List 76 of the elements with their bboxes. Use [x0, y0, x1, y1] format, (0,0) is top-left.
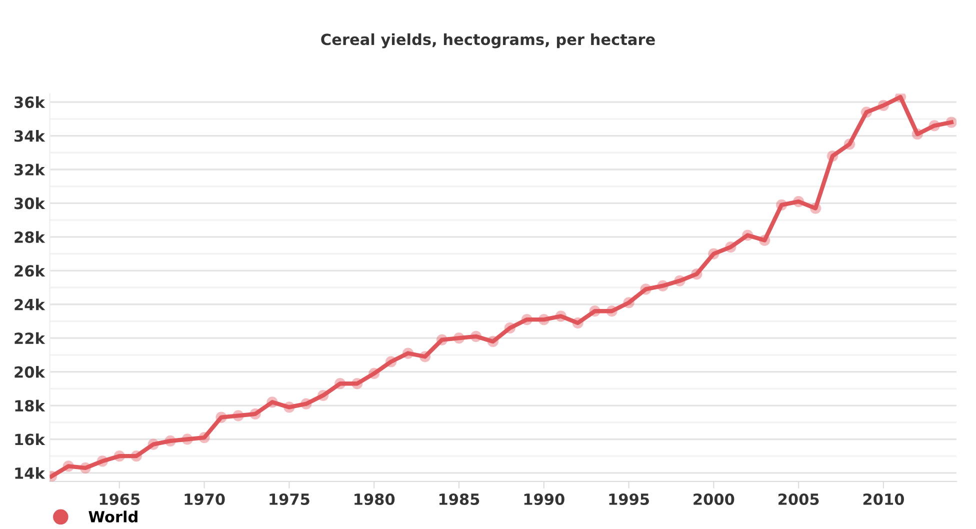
point [386, 356, 397, 368]
point [250, 408, 261, 420]
point [742, 230, 754, 241]
point [691, 268, 702, 280]
point [232, 410, 244, 422]
x-tick-label: 1990 [524, 493, 564, 506]
point [657, 280, 668, 292]
point [80, 462, 91, 474]
point [606, 306, 618, 317]
point [521, 314, 532, 326]
y-tick-label: 34k [14, 130, 46, 142]
point [198, 432, 210, 444]
point [946, 116, 956, 128]
point [538, 314, 550, 326]
point [674, 275, 686, 286]
point [453, 332, 465, 344]
point [810, 202, 822, 214]
chart-title: Cereal yields, hectograms, per hectare [321, 33, 655, 48]
y-tick-label: 22k [14, 332, 46, 344]
point [368, 368, 380, 380]
point [759, 234, 770, 246]
x-tick-label: 2000 [694, 493, 734, 506]
y-tick-label: 26k [14, 264, 46, 277]
point [130, 450, 142, 462]
point [826, 150, 838, 162]
point [928, 120, 940, 132]
point [318, 390, 329, 401]
x-tick-label: 2010 [863, 493, 904, 506]
x-tick-label: 1965 [100, 493, 140, 506]
point [504, 322, 516, 334]
point [164, 435, 176, 446]
point [860, 106, 872, 118]
x-tick-label: 1975 [270, 493, 310, 506]
y-tick-label: 24k [14, 298, 46, 310]
y-tick-label: 14k [15, 467, 46, 479]
x-tick-label: 1985 [439, 493, 480, 506]
x-tick-label: 1995 [609, 493, 649, 506]
point [776, 199, 788, 210]
point [148, 438, 159, 450]
point [402, 348, 414, 359]
y-tick-label: 20k [14, 366, 46, 378]
point [878, 100, 890, 111]
y-tick-label: 32k [14, 164, 46, 176]
point [793, 196, 804, 208]
point [470, 330, 482, 342]
point [912, 128, 923, 140]
point [589, 306, 600, 317]
point [216, 412, 227, 423]
point [844, 138, 856, 150]
point [487, 336, 498, 348]
y-tick-label: 18k [15, 400, 46, 412]
point [555, 310, 566, 322]
y-tick-label: 16k [15, 433, 46, 446]
point [284, 402, 295, 413]
point [266, 396, 278, 408]
point [96, 456, 108, 467]
point [182, 434, 193, 445]
y-tick-label: 36k [14, 96, 46, 108]
point [623, 297, 634, 308]
point [640, 284, 652, 295]
point [62, 460, 74, 472]
y-tick-label: 30k [14, 197, 46, 210]
y-tick-label: 28k [14, 231, 46, 243]
point [334, 378, 346, 390]
point [436, 334, 448, 346]
point [419, 351, 431, 362]
x-tick-label: 1970 [184, 493, 225, 506]
point [114, 450, 125, 462]
x-tick-label: 1980 [354, 493, 395, 506]
x-tick-label: 2005 [778, 493, 819, 506]
legend-label: World [88, 510, 138, 522]
point [708, 248, 720, 260]
point [352, 378, 363, 390]
point [725, 241, 736, 253]
point [572, 317, 584, 328]
point [300, 398, 312, 410]
